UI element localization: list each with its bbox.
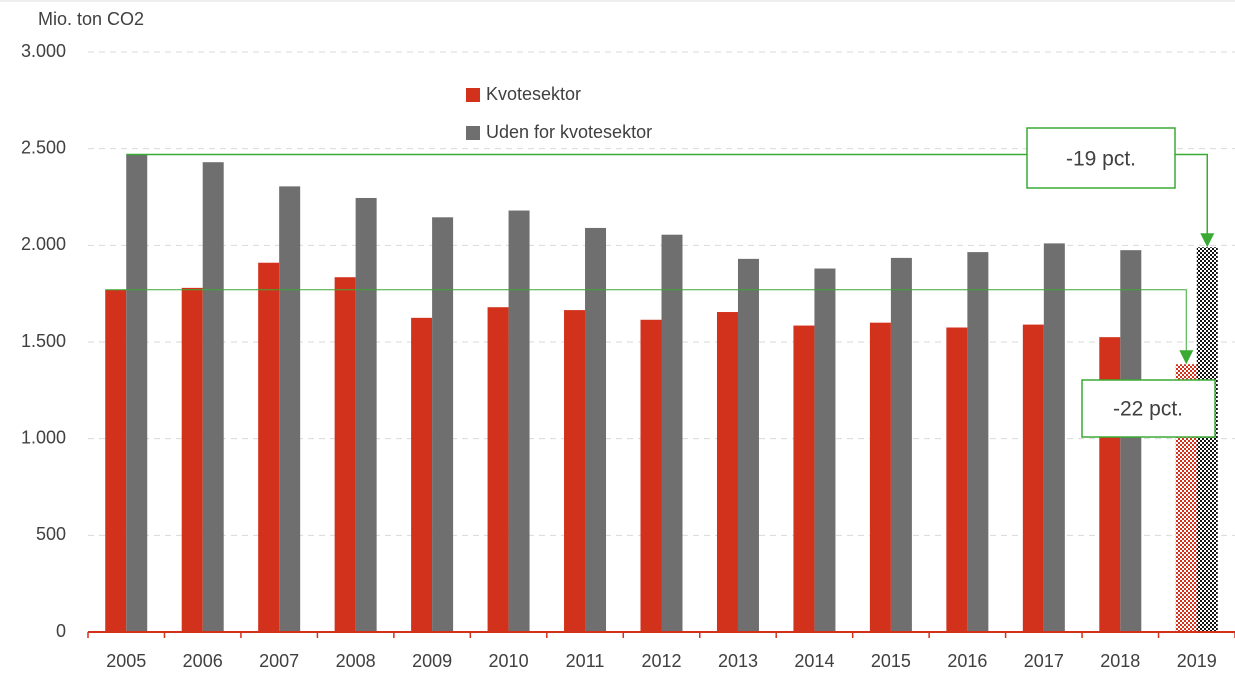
legend-swatch <box>466 126 480 140</box>
x-tick-label: 2018 <box>1100 651 1140 671</box>
bar <box>585 227 607 632</box>
bar <box>202 162 224 632</box>
bar <box>1043 243 1065 632</box>
bar <box>355 197 377 632</box>
x-tick-label: 2013 <box>718 651 758 671</box>
y-tick-label: 2.000 <box>21 234 66 254</box>
bar <box>334 277 356 632</box>
x-tick-label: 2005 <box>106 651 146 671</box>
bar <box>411 317 433 632</box>
y-tick-label: 3.000 <box>21 41 66 61</box>
bar <box>716 312 738 632</box>
bar <box>946 327 968 632</box>
bar <box>564 310 586 632</box>
bar <box>1196 247 1218 632</box>
y-tick-label: 500 <box>36 524 66 544</box>
bar <box>661 234 683 632</box>
bar <box>640 319 662 632</box>
x-tick-label: 2019 <box>1177 651 1217 671</box>
bar <box>1120 250 1142 632</box>
legend-swatch <box>466 88 480 102</box>
bar <box>279 186 301 632</box>
y-tick-label: 1.500 <box>21 331 66 351</box>
x-tick-label: 2009 <box>412 651 452 671</box>
annotation-text: -19 pct. <box>1066 148 1136 171</box>
y-axis-label: Mio. ton CO2 <box>38 9 144 29</box>
bar <box>793 325 815 632</box>
bar <box>432 217 454 633</box>
x-tick-label: 2017 <box>1024 651 1064 671</box>
bar <box>1022 324 1044 632</box>
connector <box>126 153 1209 236</box>
bar <box>869 322 891 632</box>
x-tick-label: 2015 <box>871 651 911 671</box>
x-tick-label: 2011 <box>566 651 605 671</box>
legend-label: Uden for kvotesektor <box>486 122 652 142</box>
x-tick-label: 2006 <box>183 651 223 671</box>
bar <box>258 262 280 632</box>
annotation-box <box>1081 379 1216 438</box>
arrow-head <box>1200 233 1215 248</box>
connector <box>105 289 1187 353</box>
x-tick-label: 2016 <box>947 651 987 671</box>
y-tick-label: 2.500 <box>21 137 66 157</box>
x-tick-label: 2010 <box>489 651 529 671</box>
bar <box>508 210 530 633</box>
x-tick-label: 2014 <box>794 651 834 671</box>
annotation-text: -22 pct. <box>1113 398 1183 421</box>
bar <box>487 307 509 632</box>
legend-label: Kvotesektor <box>486 84 581 104</box>
bar <box>181 287 203 632</box>
x-tick-label: 2007 <box>259 651 299 671</box>
y-tick-label: 1.000 <box>21 427 66 447</box>
bar <box>126 154 148 632</box>
annotation-box <box>1026 127 1176 189</box>
bar <box>890 257 912 632</box>
bar <box>967 252 989 632</box>
y-tick-label: 0 <box>56 621 66 641</box>
bar <box>737 258 759 632</box>
bar <box>105 289 127 632</box>
x-tick-label: 2012 <box>641 651 681 671</box>
bar <box>814 268 836 632</box>
arrow-head <box>1179 350 1194 365</box>
x-tick-label: 2008 <box>336 651 376 671</box>
